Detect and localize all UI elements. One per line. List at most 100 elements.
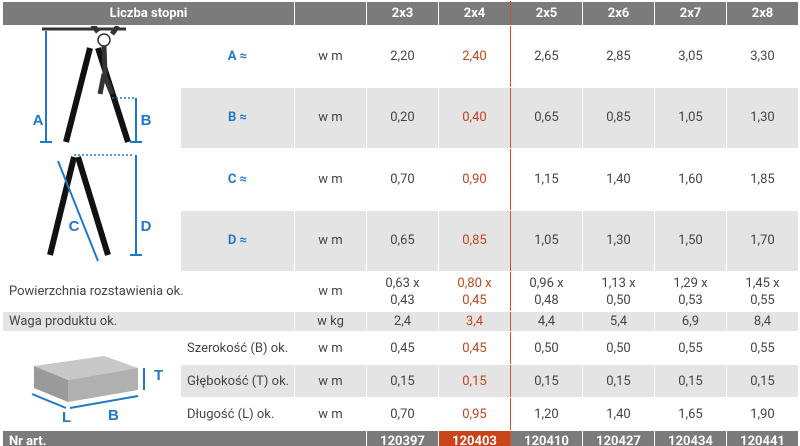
value-cell: 0,45: [366, 331, 439, 365]
row-label: Waga produktu ok.: [2, 311, 295, 332]
value-cell: 6,9: [654, 311, 727, 332]
unit-cell: w m: [294, 209, 367, 272]
value-cell: 1,90: [726, 397, 799, 431]
diagram-cell: T L B: [2, 331, 181, 431]
value-cell: 3,4: [438, 311, 511, 332]
article-number[interactable]: 120427: [582, 430, 655, 446]
ladder-diagram: A B: [32, 22, 151, 143]
value-cell: 1,15: [510, 148, 583, 211]
value-cell: 0,20: [366, 86, 439, 149]
table-row: Głębokość (T) ok. w m 0,15 0,15 0,15 0,15 0,15…: [3, 364, 799, 398]
column-header: 2x4: [438, 1, 511, 26]
column-header: 2x7: [654, 1, 727, 26]
article-number[interactable]: 120441: [726, 430, 799, 446]
value-cell: 0,65: [510, 86, 583, 149]
dim-label: D: [140, 218, 151, 235]
value-cell: 0,90: [438, 148, 511, 211]
value-cell: 3,30: [726, 25, 799, 88]
value-cell: 0,85: [438, 209, 511, 272]
row-label: Powierzchnia rozstawienia ok.: [2, 271, 295, 312]
table-row: T L B Szerokość (B) ok. w m 0,45 0,45 0,50 0,…: [2, 331, 799, 431]
footer-label: Nr art.: [2, 430, 367, 446]
value-cell: 1,05: [654, 86, 727, 149]
unit-cell: w m: [294, 25, 367, 88]
dim-label: T: [154, 367, 163, 384]
dim-label: C: [68, 218, 79, 235]
unit-cell: w kg: [294, 311, 367, 332]
value-cell: 1,65: [654, 397, 727, 431]
value-cell: 0,55: [726, 331, 799, 365]
article-number[interactable]: 120403: [438, 430, 511, 446]
dim-label: L: [62, 409, 71, 426]
unit-cell: w m: [294, 397, 367, 431]
dim-label: B: [140, 112, 151, 129]
value-cell: 0,15: [438, 364, 511, 398]
table-row: C D C ≈ w m 0,70 0,90 1,15 1,40 1,60 1,85: [2, 148, 799, 272]
value-cell: 0,80 x 0,45: [438, 271, 511, 312]
value-cell: 0,70: [366, 397, 439, 431]
row-label: B ≈: [180, 86, 295, 149]
value-cell: 0,45: [438, 331, 511, 365]
value-cell: 1,60: [654, 148, 727, 211]
value-cell: 0,50: [510, 331, 583, 365]
unit-cell: w m: [294, 86, 367, 149]
value-cell: 4,4: [510, 311, 583, 332]
value-cell: 1,20: [510, 397, 583, 431]
table-row: D ≈ w m 0,65 0,85 1,05 1,30 1,50 1,70: [3, 209, 799, 272]
value-cell: 0,50: [582, 331, 655, 365]
table-row: Powierzchnia rozstawienia ok. w m 0,63 x 0…: [2, 271, 799, 312]
value-cell: 1,85: [726, 148, 799, 211]
dim-label: A: [32, 112, 43, 129]
row-label: Głębokość (T) ok.: [180, 364, 295, 398]
value-cell: 0,65: [366, 209, 439, 272]
value-cell: 1,40: [582, 397, 655, 431]
value-cell: 8,4: [726, 311, 799, 332]
unit-cell: w m: [294, 331, 367, 365]
unit-cell: w m: [294, 148, 367, 211]
row-label: C ≈: [180, 148, 295, 211]
value-cell: 1,30: [726, 86, 799, 149]
value-cell: 0,15: [366, 364, 439, 398]
value-cell: 0,15: [654, 364, 727, 398]
row-label: A ≈: [180, 25, 295, 88]
column-header: 2x8: [726, 1, 799, 26]
value-cell: 0,96 x 0,48: [510, 271, 583, 312]
ladder-diagram: C D: [46, 154, 151, 262]
column-header: 2x3: [366, 1, 439, 26]
value-cell: 0,85: [582, 86, 655, 149]
value-cell: 1,05: [510, 209, 583, 272]
value-cell: 1,50: [654, 209, 727, 272]
value-cell: 2,20: [366, 25, 439, 88]
unit-cell: w m: [294, 364, 367, 398]
value-cell: 2,85: [582, 25, 655, 88]
value-cell: 1,29 x 0,53: [654, 271, 727, 312]
header-title: Liczba stopni: [2, 1, 295, 26]
value-cell: 0,15: [510, 364, 583, 398]
table-row: B ≈ w m 0,20 0,40 0,65 0,85 1,05 1,30: [3, 86, 799, 149]
unit-cell: w m: [294, 271, 367, 312]
table-row: Waga produktu ok. w kg 2,4 3,4 4,4 5,4 6,9 8,4: [2, 311, 799, 332]
value-cell: 1,30: [582, 209, 655, 272]
value-cell: 0,40: [438, 86, 511, 149]
value-cell: 1,45 x 0,55: [726, 271, 799, 312]
row-label: Szerokość (B) ok.: [180, 331, 295, 365]
value-cell: 0,15: [582, 364, 655, 398]
article-number[interactable]: 120434: [654, 430, 727, 446]
value-cell: 0,63 x 0,43: [366, 271, 439, 312]
article-number[interactable]: 120410: [510, 430, 583, 446]
box-diagram: T L B: [31, 356, 163, 426]
column-header: 2x5: [510, 1, 583, 26]
article-number[interactable]: 120397: [366, 430, 439, 446]
value-cell: 1,40: [582, 148, 655, 211]
value-cell: 1,70: [726, 209, 799, 272]
row-label: D ≈: [180, 209, 295, 272]
table-row: Liczba stopni 2x3 2x4 2x5 2x6 2x7 2x8: [2, 1, 799, 26]
diagram-cell: C D: [2, 148, 181, 272]
value-cell: 2,65: [510, 25, 583, 88]
table-row: A B A ≈ w m 2,20 2,40 2,65 2,85 3,05 3,30: [2, 22, 799, 149]
diagram-cell: A B: [2, 22, 181, 149]
value-cell: 2,4: [366, 311, 439, 332]
value-cell: 3,05: [654, 25, 727, 88]
